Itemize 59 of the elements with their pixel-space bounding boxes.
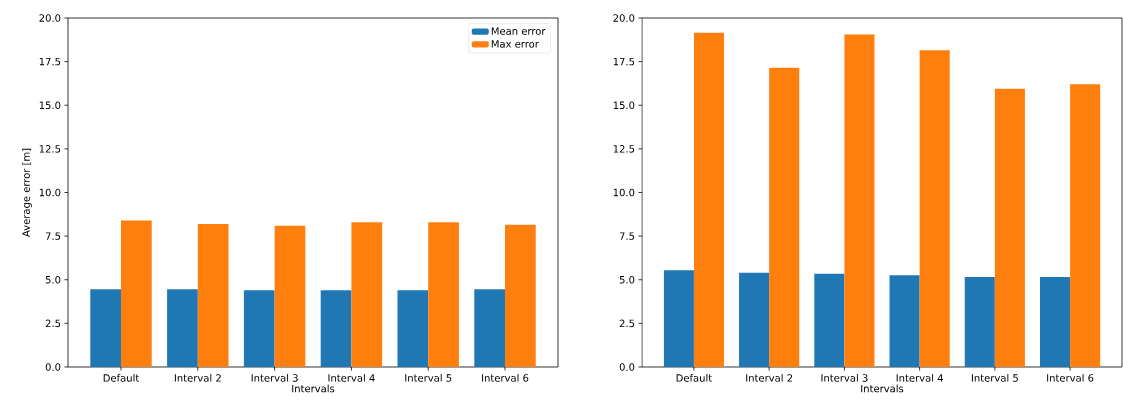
bar [844, 34, 875, 367]
legend-label: Mean error [491, 27, 546, 35]
x-tick-label: Interval 5 [405, 374, 452, 382]
bar [505, 224, 536, 367]
y-tick-label: 10.0 [39, 188, 61, 197]
x-tick-label: Interval 3 [821, 374, 868, 382]
bar [351, 222, 383, 367]
bar [121, 220, 152, 367]
x-tick-label: Interval 4 [328, 374, 375, 382]
bar [1040, 277, 1071, 367]
x-tick-label: Interval 2 [746, 374, 793, 382]
bar [889, 275, 920, 367]
x-tick-label: Interval 6 [482, 374, 529, 382]
x-tick-label: Interval 2 [174, 374, 221, 382]
bar [814, 273, 845, 367]
y-tick-label: 0.0 [45, 363, 61, 371]
y-tick-label: 5.0 [619, 275, 635, 284]
bar [919, 50, 950, 367]
y-tick-label: 15.0 [613, 101, 635, 110]
bar [167, 289, 198, 367]
x-tick-label: Interval 6 [1047, 374, 1094, 382]
x-tick-label: Default [103, 374, 140, 382]
y-tick-label: 5.0 [45, 275, 61, 284]
y-tick-label: 10.0 [613, 188, 635, 197]
bar [1070, 84, 1101, 367]
bar [397, 290, 429, 367]
bar [739, 272, 770, 367]
bar [769, 67, 800, 367]
bar [964, 277, 995, 367]
y-axis-title: Average error [m] [22, 148, 32, 237]
bar [274, 225, 306, 367]
y-tick-label: 2.5 [45, 319, 61, 328]
bar [197, 223, 229, 367]
x-axis-title: Intervals [861, 384, 904, 393]
x-tick-label: Interval 3 [251, 374, 298, 382]
x-tick-label: Interval 5 [971, 374, 1018, 382]
y-tick-label: 12.5 [613, 145, 635, 153]
y-tick-label: 15.0 [39, 101, 61, 110]
y-tick-label: 7.5 [45, 232, 61, 240]
y-tick-label: 7.5 [619, 232, 635, 240]
legend-label: Max error [491, 40, 539, 48]
bar [243, 290, 275, 367]
y-tick-label: 2.5 [619, 319, 635, 328]
bar [428, 222, 459, 367]
y-tick-label: 20.0 [613, 14, 635, 22]
y-tick-label: 12.5 [39, 145, 61, 153]
y-tick-label: 17.5 [613, 57, 635, 66]
x-axis-title: Intervals [292, 384, 335, 393]
bar [693, 32, 725, 367]
bar [320, 290, 352, 367]
bar [994, 88, 1025, 367]
y-tick-label: 20.0 [39, 14, 61, 22]
x-tick-label: Interval 4 [896, 374, 943, 382]
bar [663, 270, 694, 367]
bar [474, 289, 506, 367]
x-tick-label: Default [676, 374, 712, 382]
y-tick-label: 17.5 [39, 57, 61, 66]
bar [90, 289, 122, 367]
y-tick-label: 0.0 [619, 363, 635, 371]
